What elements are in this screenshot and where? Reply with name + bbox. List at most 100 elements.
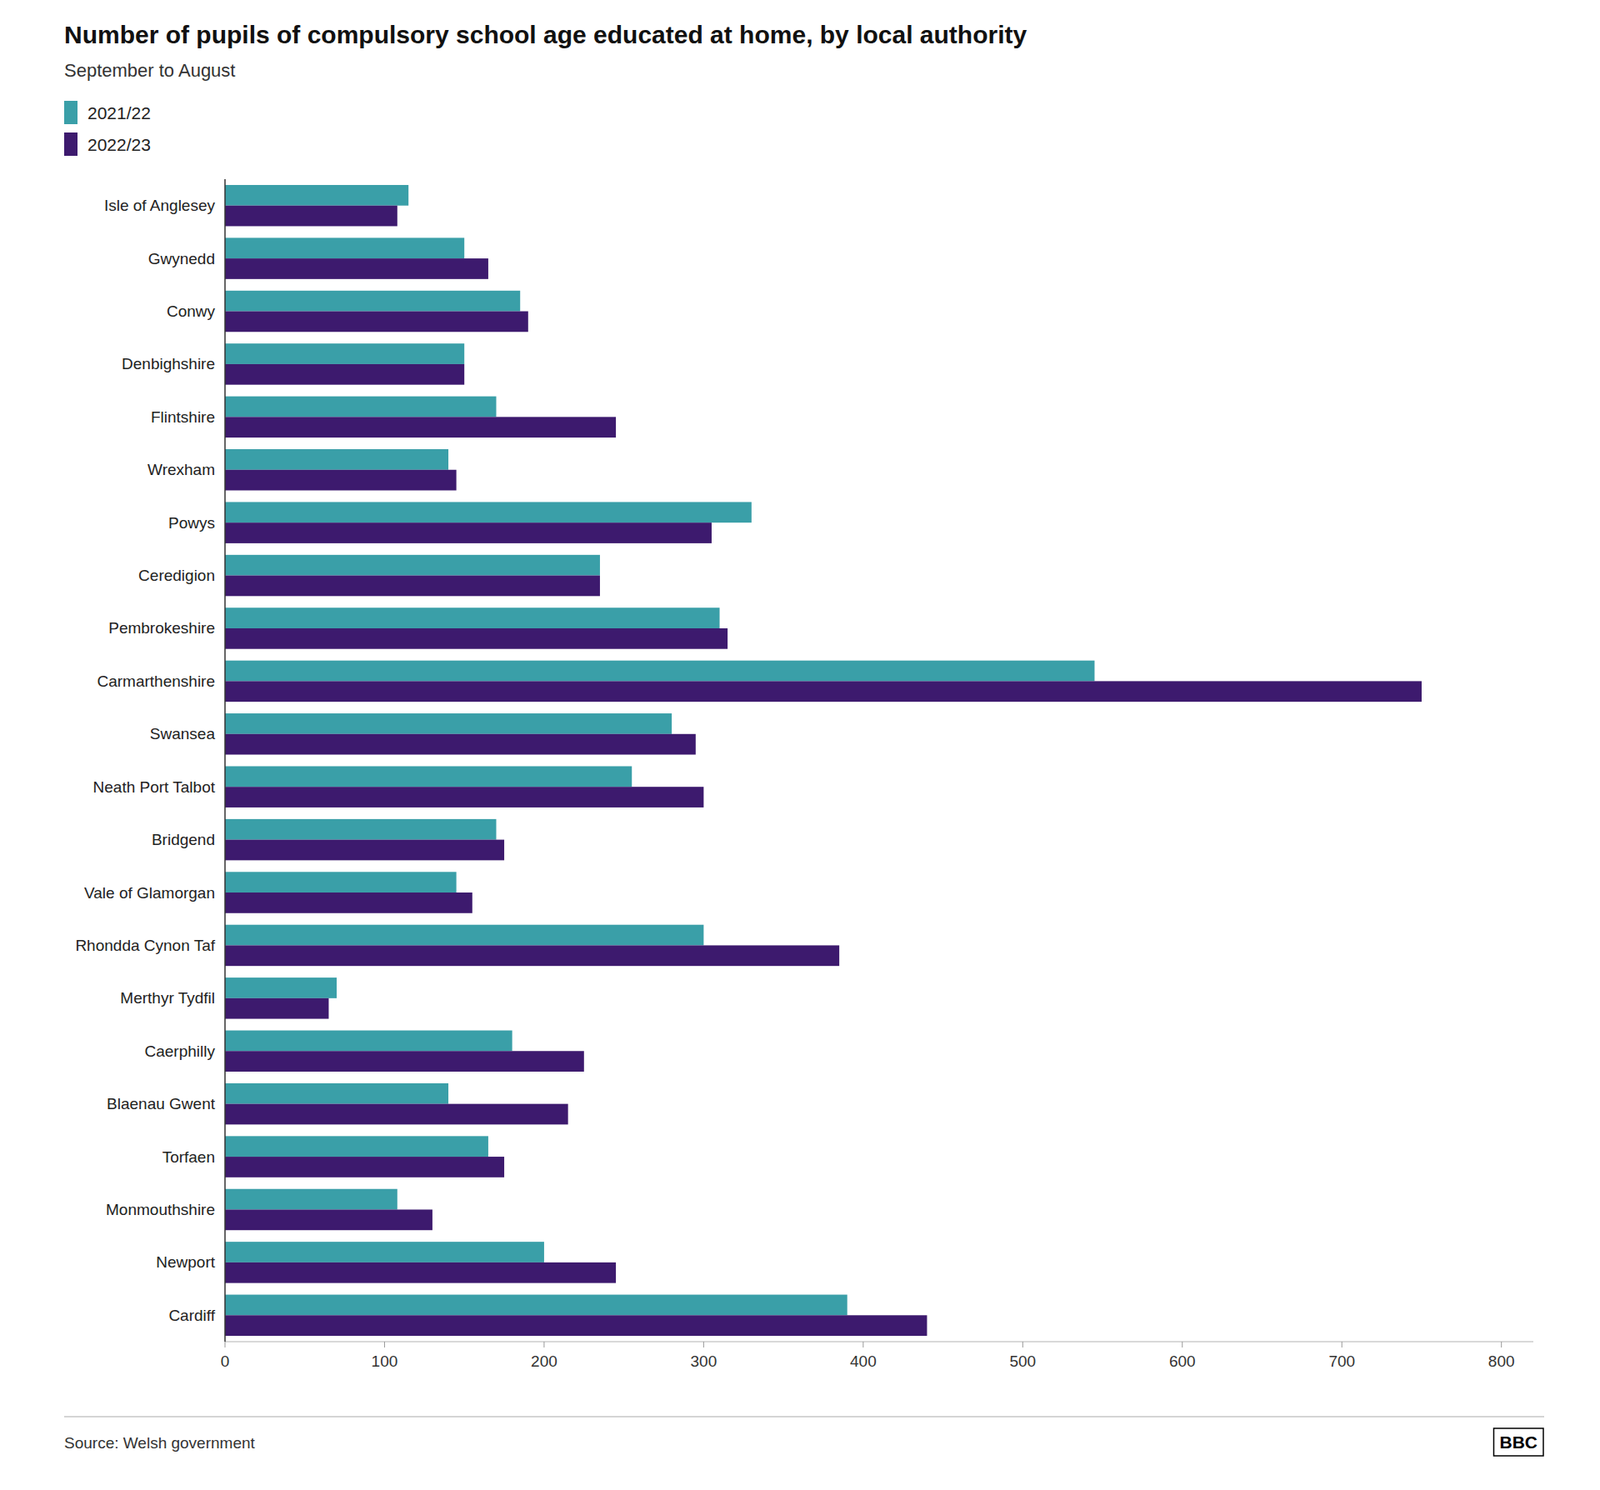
legend-label: 2022/23 <box>87 135 151 155</box>
title: Number of pupils of compulsory school ag… <box>64 20 1027 49</box>
logo-box <box>1494 1428 1545 1456</box>
subtitle: September to August <box>64 60 235 81</box>
category-label: Wrexham <box>147 460 215 479</box>
x-tick-label: 800 <box>1488 1352 1515 1370</box>
bar <box>225 925 704 946</box>
bar <box>225 449 449 470</box>
legend-swatch <box>64 100 78 125</box>
bar <box>225 1295 848 1316</box>
x-tick-label: 200 <box>530 1352 558 1370</box>
bar <box>225 871 457 893</box>
bar <box>225 1050 585 1072</box>
footer-rule <box>64 1416 1545 1418</box>
x-axis-line <box>225 1340 1534 1343</box>
bar <box>225 660 1095 682</box>
bar <box>225 555 600 576</box>
category-label: Ceredigion <box>138 566 215 585</box>
x-tick <box>384 1341 385 1348</box>
bar <box>225 416 616 438</box>
bar <box>225 892 473 914</box>
x-tick-label: 500 <box>1009 1352 1036 1370</box>
category-label: Vale of Glamorgan <box>84 884 215 902</box>
chart: Number of pupils of compulsory school ag… <box>0 0 1600 1490</box>
category-label: Monmouthshire <box>105 1200 215 1219</box>
page: {"chart_data": { "type": "bar", "orienta… <box>0 0 1600 1490</box>
baseline <box>224 179 226 1342</box>
bar <box>225 522 712 544</box>
category-label: Isle of Anglesey <box>104 196 216 215</box>
bar <box>225 501 752 523</box>
bar <box>225 607 720 629</box>
category-label: Gwynedd <box>148 250 215 268</box>
x-axis: 0 100 200 300 400 500 600 700 800 <box>220 1341 1534 1370</box>
category-label: Flintshire <box>150 408 215 426</box>
bar <box>225 343 465 365</box>
bar <box>225 977 337 999</box>
x-tick-label: 700 <box>1328 1352 1355 1370</box>
category-label: Blaenau Gwent <box>106 1095 216 1113</box>
x-tick <box>1341 1341 1343 1348</box>
category-label: Caerphilly <box>145 1042 216 1060</box>
bar <box>225 575 600 597</box>
category-label: Denbighshire <box>121 355 215 373</box>
bar <box>225 945 840 966</box>
x-tick-label: 300 <box>690 1352 718 1370</box>
bar <box>225 258 489 280</box>
x-tick <box>1181 1341 1183 1348</box>
background <box>0 0 1600 1490</box>
category-label: Conwy <box>166 302 216 320</box>
x-tick-label: 400 <box>850 1352 877 1370</box>
x-tick-label: 100 <box>371 1352 399 1370</box>
bar <box>225 1104 569 1125</box>
bar <box>225 1241 545 1263</box>
bar <box>225 786 704 808</box>
bar <box>225 1030 513 1052</box>
bar <box>225 290 520 312</box>
bar <box>225 396 496 418</box>
bar <box>225 185 409 206</box>
bar <box>225 1156 505 1178</box>
bar <box>225 680 1422 702</box>
bar <box>225 311 529 333</box>
category-label: Rhondda Cynon Taf <box>75 936 215 955</box>
bar <box>225 765 632 787</box>
legend-swatch <box>64 132 78 156</box>
bar <box>225 819 496 840</box>
source: Source: Welsh government <box>64 1434 256 1452</box>
bar <box>225 1083 449 1105</box>
bar <box>225 205 398 227</box>
bar <box>225 1209 433 1230</box>
bar <box>225 734 696 755</box>
x-tick-label: 600 <box>1169 1352 1196 1370</box>
x-tick <box>225 1341 226 1348</box>
x-tick-label: 0 <box>220 1352 230 1370</box>
x-tick <box>1022 1341 1024 1348</box>
category-label: Carmarthenshire <box>97 672 216 690</box>
category-label: Merthyr Tydfil <box>120 989 215 1007</box>
category-label: Neath Port Talbot <box>93 778 216 796</box>
bar <box>225 713 672 735</box>
category-label: Swansea <box>150 725 216 743</box>
category-label: Bridgend <box>151 830 215 849</box>
category-label: Newport <box>155 1253 215 1271</box>
bars <box>225 185 1422 1336</box>
x-tick <box>1500 1341 1502 1348</box>
x-tick <box>543 1341 545 1348</box>
bar <box>225 1315 927 1336</box>
bar <box>225 470 457 491</box>
x-tick <box>703 1341 705 1348</box>
bar <box>225 237 465 259</box>
bar <box>225 840 505 861</box>
x-tick <box>862 1341 864 1348</box>
annotation: BBC <box>1500 1432 1539 1452</box>
bar <box>225 998 329 1020</box>
legend-label: 2021/22 <box>87 103 151 123</box>
bar <box>225 364 465 385</box>
bar <box>225 1262 616 1284</box>
category-label: Powys <box>168 514 215 532</box>
category-label: Pembrokeshire <box>108 619 215 637</box>
category-label: Cardiff <box>168 1306 215 1325</box>
logo: BBC <box>1494 1428 1545 1456</box>
y-axis-labels: Isle of Anglesey Gwynedd Conwy Denbighshire… <box>75 196 215 1325</box>
legend: 2021/22 2022/23 <box>64 100 151 156</box>
